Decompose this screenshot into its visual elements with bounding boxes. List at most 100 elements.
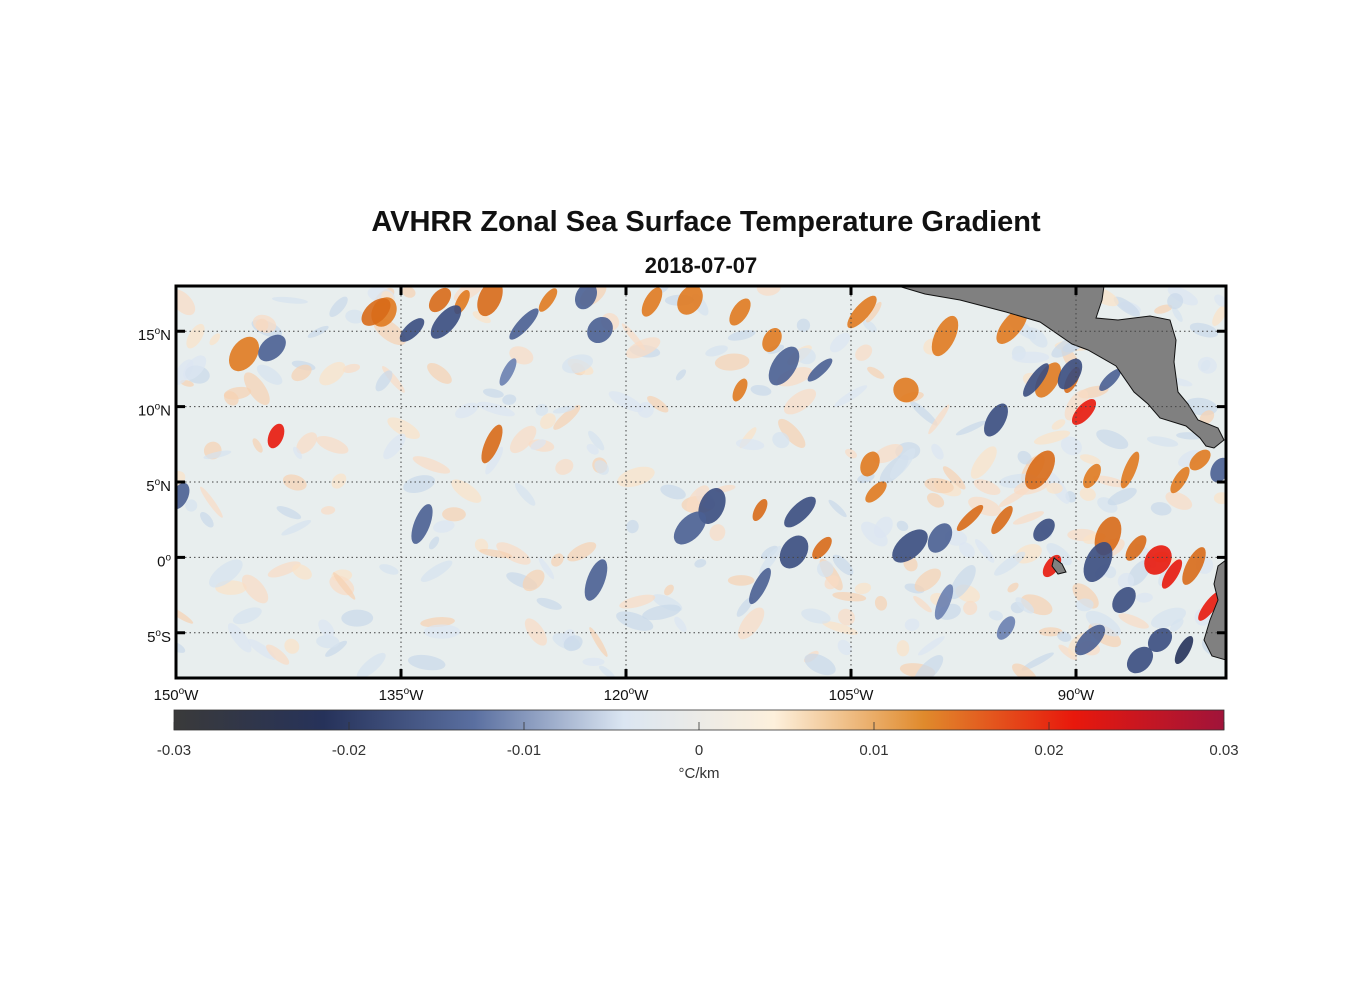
strong-anomaly — [1023, 363, 1049, 397]
strong-anomaly — [698, 488, 726, 524]
faint-anomaly — [496, 542, 531, 565]
colorbar-tick-label: -0.01 — [507, 742, 541, 759]
faint-anomaly — [536, 597, 562, 610]
strong-anomaly — [1033, 518, 1055, 542]
strong-anomaly — [956, 504, 984, 532]
faint-anomaly — [874, 595, 888, 611]
strong-anomaly — [1147, 628, 1173, 652]
faint-anomaly — [383, 433, 406, 460]
lat-tick-label: 0o — [157, 552, 171, 570]
faint-anomaly — [292, 564, 312, 580]
colorbar-ticks: -0.03 -0.02 -0.01 0 0.01 0.02 0.03 — [157, 722, 1239, 759]
faint-anomaly — [551, 553, 564, 567]
lat-tick-label: 5oN — [146, 477, 171, 495]
faint-anomaly — [759, 545, 782, 575]
faint-anomaly — [664, 584, 674, 596]
faint-anomaly — [931, 443, 944, 460]
strong-anomaly — [1170, 466, 1190, 494]
faint-anomaly — [778, 418, 806, 448]
faint-anomaly — [821, 620, 859, 635]
faint-anomaly — [485, 446, 504, 475]
faint-anomaly — [647, 395, 669, 413]
faint-anomaly — [761, 545, 778, 559]
faint-anomaly — [423, 624, 461, 639]
faint-anomaly — [796, 318, 811, 332]
colorbar-tick-label: 0.01 — [859, 742, 888, 759]
map-ticks: 150oW 135oW 120oW 105oW 90oW 15oN 10oN 5oN 0o 5oS — [138, 286, 1226, 704]
faint-anomaly — [1150, 502, 1172, 516]
strong-anomaly — [784, 496, 816, 528]
strong-anomaly — [996, 616, 1016, 640]
faint-anomaly — [316, 635, 340, 649]
faint-anomaly — [433, 520, 455, 533]
faint-anomaly — [772, 431, 790, 449]
faint-anomaly — [1060, 436, 1082, 456]
faint-anomaly — [873, 443, 903, 464]
faint-anomaly — [515, 483, 536, 506]
faint-anomaly — [1165, 491, 1193, 510]
faint-anomaly — [223, 391, 239, 406]
strong-anomaly — [865, 481, 887, 503]
faint-anomaly — [660, 484, 686, 500]
south-america-land — [1203, 559, 1226, 661]
strong-anomaly — [641, 287, 663, 317]
faint-anomaly — [1167, 286, 1198, 306]
strong-anomaly — [752, 498, 768, 522]
faint-anomaly — [914, 568, 941, 592]
faint-anomaly — [296, 432, 318, 454]
faint-anomaly — [955, 420, 987, 436]
faint-anomaly — [889, 448, 916, 479]
faint-anomaly — [927, 493, 945, 508]
strong-anomaly — [991, 505, 1013, 535]
faint-anomaly — [331, 473, 347, 489]
faint-anomaly — [616, 611, 654, 631]
faint-anomaly — [316, 435, 349, 454]
faint-anomaly — [589, 627, 608, 657]
faint-anomaly — [855, 344, 873, 361]
lat-tick-label: 10oN — [138, 402, 171, 420]
strong-anomaly — [1161, 559, 1183, 589]
faint-anomaly — [502, 394, 517, 405]
strong-anomaly — [428, 287, 452, 313]
strong-anomaly — [1144, 545, 1172, 575]
faint-anomaly — [291, 364, 312, 382]
strong-anomaly — [1182, 547, 1206, 585]
faint-anomaly — [1051, 419, 1066, 430]
strong-anomaly — [1034, 362, 1062, 398]
strong-anomaly — [1071, 399, 1097, 425]
faint-anomaly — [1058, 644, 1078, 661]
faint-anomaly — [252, 438, 263, 453]
faint-anomaly — [379, 564, 399, 575]
faint-anomaly — [832, 591, 867, 602]
faint-anomaly — [709, 524, 726, 541]
faint-anomaly — [183, 355, 207, 381]
faint-anomaly — [1015, 597, 1035, 614]
strong-anomaly — [499, 358, 517, 386]
faint-anomaly — [403, 475, 436, 494]
faint-anomaly — [256, 364, 283, 385]
faint-anomaly — [1189, 322, 1219, 338]
faint-anomaly — [1046, 482, 1063, 494]
faint-anomaly — [1079, 487, 1096, 501]
faint-anomaly — [319, 361, 346, 386]
faint-anomaly — [387, 417, 420, 440]
faint-anomaly — [1012, 663, 1037, 678]
faint-anomaly — [970, 446, 997, 479]
faint-anomaly — [1057, 631, 1072, 642]
strong-anomaly — [677, 286, 703, 315]
faint-anomaly — [1012, 511, 1045, 525]
strong-anomaly — [1198, 591, 1222, 621]
strong-anomaly — [927, 523, 953, 553]
strong-anomaly — [931, 315, 959, 357]
faint-anomaly — [243, 372, 270, 406]
faint-anomaly — [320, 506, 336, 515]
faint-anomaly — [1021, 652, 1054, 671]
faint-anomaly — [642, 604, 681, 621]
faint-anomaly — [714, 353, 750, 371]
strong-anomaly — [1074, 624, 1106, 656]
faint-anomaly — [1212, 305, 1226, 326]
faint-anomaly — [832, 554, 854, 576]
strong-anomaly — [673, 511, 707, 545]
faint-anomaly — [1146, 436, 1179, 447]
strong-anomaly — [361, 298, 391, 326]
